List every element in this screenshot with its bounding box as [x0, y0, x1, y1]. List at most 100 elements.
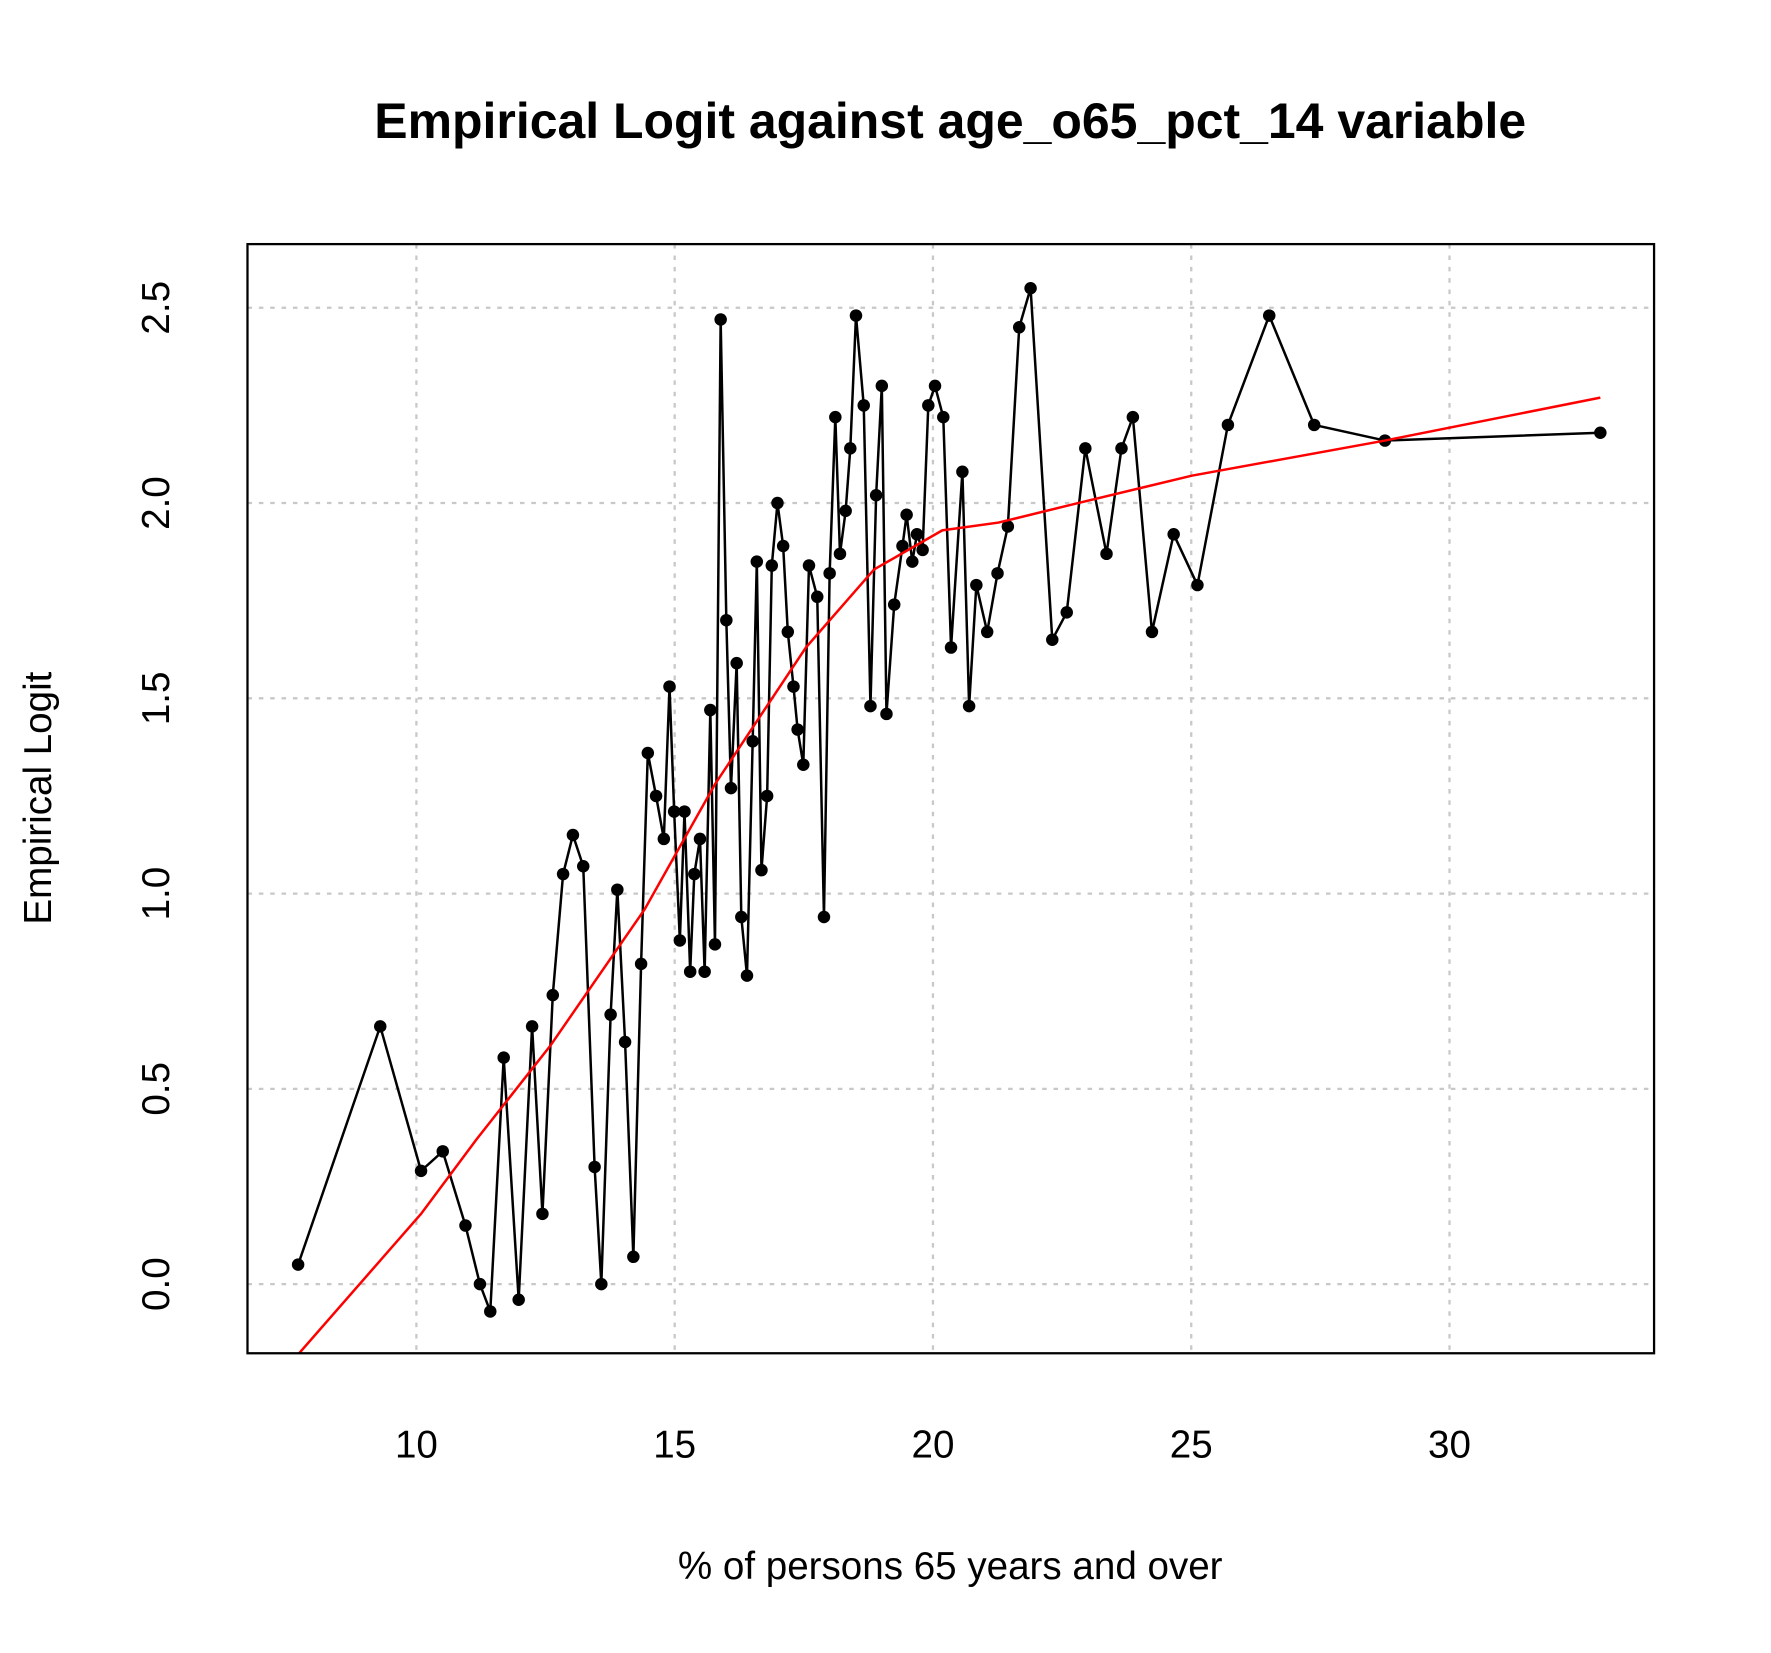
- data-point: [704, 703, 717, 717]
- data-point: [916, 543, 929, 557]
- y-tick-label: 2.0: [135, 476, 178, 530]
- data-point: [497, 1051, 510, 1064]
- series-line: [297, 396, 1601, 1354]
- data-point: [720, 613, 733, 627]
- data-point: [735, 910, 748, 924]
- data-point: [698, 965, 711, 978]
- data-point: [922, 399, 935, 412]
- data-point: [956, 465, 969, 479]
- data-point: [730, 656, 743, 670]
- data-point: [781, 625, 795, 639]
- data-point: [484, 1305, 497, 1318]
- data-point: [566, 828, 580, 842]
- data-point: [937, 410, 950, 424]
- data-point: [811, 590, 824, 604]
- data-point: [991, 567, 1004, 580]
- data-point: [1221, 418, 1235, 432]
- data-point: [373, 1020, 387, 1033]
- data-point: [1024, 282, 1037, 295]
- data-point: [962, 699, 976, 713]
- y-tick-label: 0.5: [135, 1062, 178, 1116]
- data-point: [944, 641, 958, 654]
- data-point: [1046, 633, 1059, 646]
- data-point: [750, 555, 764, 568]
- data-point: [740, 969, 754, 982]
- data-point: [1100, 547, 1113, 561]
- data-point: [928, 379, 942, 393]
- data-point: [906, 555, 919, 568]
- data-point: [1167, 528, 1180, 541]
- data-point: [291, 1258, 305, 1271]
- data-point: [577, 860, 590, 873]
- data-point: [525, 1020, 539, 1033]
- grid: [247, 244, 1655, 1354]
- x-axis-label: % of persons 65 years and over: [678, 1545, 1223, 1588]
- data-point: [823, 567, 836, 580]
- data-point: [746, 735, 759, 748]
- data-point: [1594, 426, 1607, 439]
- data-point: [839, 504, 852, 518]
- data-point: [817, 910, 831, 924]
- data-point: [473, 1277, 487, 1291]
- data-point: [1060, 606, 1073, 619]
- data-point: [849, 309, 863, 322]
- chart-title: Empirical Logit against age_o65_pct_14 v…: [374, 93, 1526, 149]
- data-point: [760, 789, 774, 803]
- data-point: [857, 399, 870, 412]
- data-point: [546, 988, 560, 1002]
- data-point: [708, 938, 722, 951]
- data-point: [970, 578, 983, 592]
- data-point: [1145, 625, 1159, 639]
- x-tick-label: 10: [395, 1424, 438, 1467]
- y-tick-label: 0.0: [135, 1257, 178, 1311]
- plot-marks: [291, 282, 1607, 1354]
- data-point: [791, 723, 804, 736]
- data-point: [755, 863, 768, 877]
- x-tick-label: 20: [911, 1424, 954, 1467]
- data-point: [869, 488, 883, 502]
- y-tick-label: 2.5: [135, 281, 178, 335]
- data-point: [1262, 309, 1276, 322]
- y-axis-label: Empirical Logit: [17, 671, 60, 924]
- data-point: [611, 883, 624, 896]
- data-point: [1191, 578, 1204, 592]
- data-point: [864, 699, 877, 713]
- data-point: [678, 805, 691, 818]
- data-point: [618, 1035, 632, 1049]
- data-point: [776, 539, 790, 553]
- data-point: [1115, 442, 1128, 455]
- data-point: [833, 547, 847, 561]
- series-line: [296, 287, 1601, 1312]
- x-tick-label: 30: [1428, 1424, 1471, 1467]
- data-point: [787, 680, 800, 693]
- data-point: [414, 1164, 428, 1178]
- x-tick-label: 25: [1170, 1424, 1213, 1467]
- data-point: [627, 1250, 640, 1264]
- data-point: [667, 805, 681, 818]
- data-point: [657, 832, 671, 846]
- data-point: [536, 1207, 549, 1221]
- plot-box: [246, 242, 1656, 1355]
- data-point: [1079, 442, 1092, 455]
- y-tick-label: 1.0: [135, 867, 178, 921]
- data-point: [683, 965, 697, 978]
- data-point: [875, 379, 889, 393]
- data-point: [641, 746, 655, 760]
- data-point: [649, 789, 663, 803]
- data-point: [771, 496, 784, 510]
- data-point: [829, 410, 842, 424]
- data-point: [1012, 321, 1026, 334]
- data-point: [556, 867, 570, 881]
- data-point: [459, 1219, 472, 1232]
- data-point: [588, 1160, 601, 1174]
- data-point: [887, 598, 901, 611]
- data-point: [634, 957, 648, 971]
- data-point: [797, 758, 810, 771]
- y-tick-label: 1.5: [135, 671, 178, 725]
- data-point: [765, 559, 779, 572]
- data-point: [436, 1145, 449, 1158]
- data-point: [896, 539, 909, 553]
- data-point: [802, 559, 816, 572]
- data-point: [980, 625, 994, 639]
